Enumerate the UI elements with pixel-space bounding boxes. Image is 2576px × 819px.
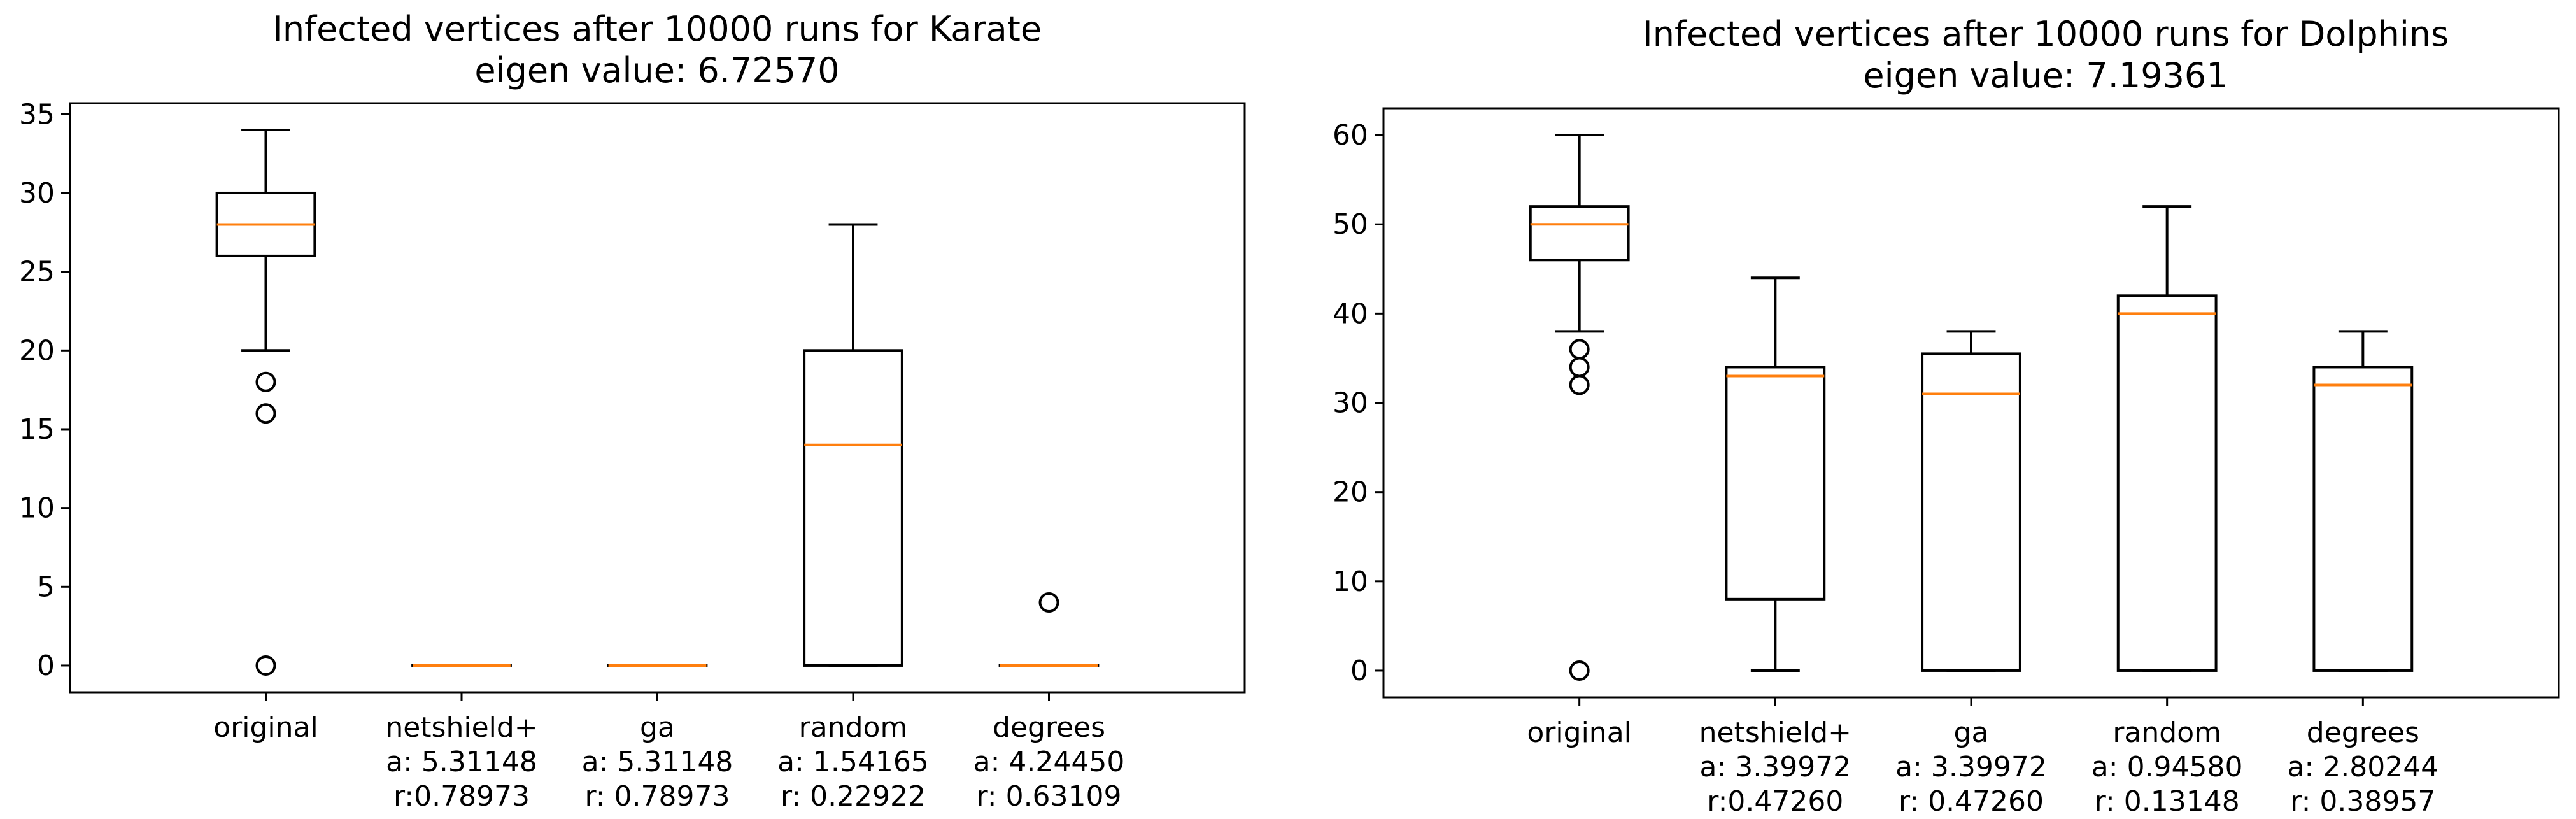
karate-xtick-label: r: 0.22922 — [781, 780, 926, 813]
dolphins-xtick-label: a: 3.39972 — [1895, 751, 2047, 783]
karate-ytick-label: 10 — [19, 492, 55, 525]
karate-outlier-point — [255, 403, 276, 424]
dolphins-xtick-label: original — [1527, 716, 1631, 749]
dolphins-xtick-label: a: 3.39972 — [1699, 751, 1851, 783]
karate-axes-frame — [69, 102, 1246, 694]
dolphins-xtick-label: a: 0.94580 — [2091, 751, 2243, 783]
dolphins-chart: Infected vertices after 10000 runs for D… — [1333, 14, 2560, 818]
dolphins-xtick-label: r: 0.47260 — [1899, 785, 2044, 818]
dolphins-title: Infected vertices after 10000 runs for D… — [1643, 14, 2449, 54]
dolphins-xtick-label: random — [2112, 716, 2221, 749]
dolphins-outlier-point — [1569, 374, 1590, 395]
dolphins-xtick-label: r: 0.38957 — [2290, 785, 2435, 818]
dolphins-ytick-label: 40 — [1333, 297, 1368, 330]
dolphins-ytick-label: 10 — [1333, 566, 1368, 598]
dolphins-xtick-label: netshield+ — [1699, 716, 1851, 749]
karate-xtick-label: a: 1.54165 — [777, 746, 929, 778]
dolphins-subtitle: eigen value: 7.19361 — [1863, 55, 2228, 96]
karate-title: Infected vertices after 10000 runs for K… — [272, 9, 1042, 49]
karate-xtick-label: r: 0.78973 — [584, 780, 730, 813]
karate-xtick-label: r: 0.63109 — [976, 780, 1121, 813]
karate-xtick-label: original — [213, 711, 318, 744]
karate-outlier-point — [1038, 592, 1059, 613]
karate-ytick-label: 25 — [19, 256, 55, 288]
dolphins-ytick-label: 50 — [1333, 208, 1368, 241]
dolphins-ytick-label: 30 — [1333, 387, 1368, 420]
karate-ytick-label: 15 — [19, 413, 55, 446]
dolphins-box — [2116, 294, 2218, 672]
karate-xtick-label: degrees — [993, 711, 1105, 744]
karate-ytick-label: 20 — [19, 334, 55, 367]
dolphins-xtick-label: degrees — [2307, 716, 2419, 749]
dolphins-xtick-label: r:0.47260 — [1707, 785, 1843, 818]
karate-ytick-label: 5 — [37, 571, 55, 603]
karate-ytick-label: 35 — [19, 98, 55, 131]
dolphins-xtick-label: r: 0.13148 — [2095, 785, 2240, 818]
karate-xtick-label: ga — [640, 711, 675, 744]
karate-outlier-point — [255, 371, 276, 392]
dolphins-outlier-point — [1569, 660, 1590, 681]
karate-outlier-point — [255, 655, 276, 676]
karate-xtick-label: a: 5.31148 — [582, 746, 733, 778]
karate-ytick-label: 30 — [19, 177, 55, 210]
dolphins-box — [1529, 205, 1630, 262]
karate-box — [803, 349, 903, 667]
karate-xtick-label: r:0.78973 — [393, 780, 530, 813]
dolphins-ytick-label: 0 — [1350, 655, 1368, 687]
karate-xtick-label: random — [799, 711, 908, 744]
dolphins-box — [1725, 366, 1826, 601]
karate-ytick-label: 0 — [37, 650, 55, 682]
dolphins-xtick-label: ga — [1954, 716, 1989, 749]
karate-xtick-label: netshield+ — [385, 711, 537, 744]
karate-xtick-label: a: 5.31148 — [386, 746, 537, 778]
karate-xtick-label: a: 4.24450 — [973, 746, 1125, 778]
dolphins-ytick-label: 60 — [1333, 119, 1368, 152]
karate-chart: Infected vertices after 10000 runs for K… — [19, 9, 1246, 813]
dolphins-ytick-label: 20 — [1333, 476, 1368, 509]
karate-subtitle: eigen value: 6.72570 — [474, 50, 839, 90]
dolphins-box — [1921, 352, 2021, 672]
dolphins-xtick-label: a: 2.80244 — [2287, 751, 2438, 783]
dolphins-axes-frame — [1382, 107, 2560, 699]
dolphins-box — [2312, 366, 2414, 672]
